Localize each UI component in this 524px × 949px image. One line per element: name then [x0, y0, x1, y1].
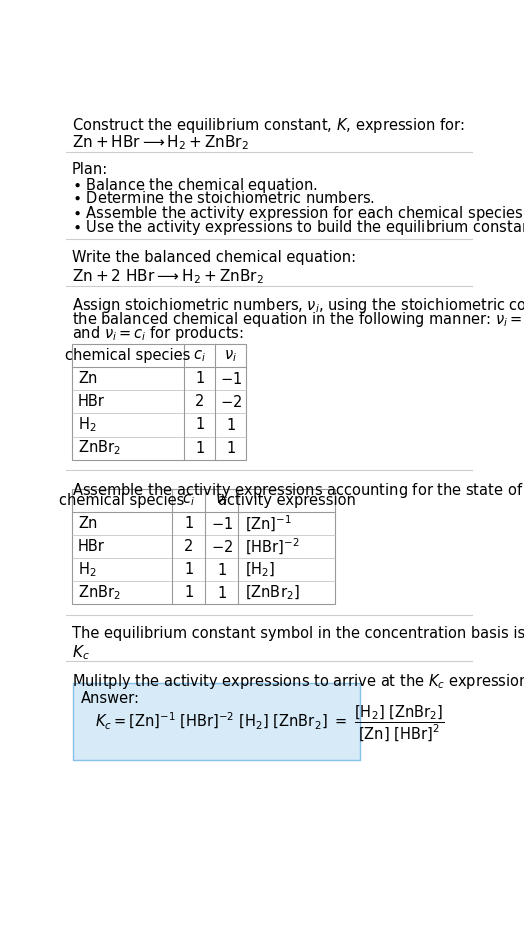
Text: Assign stoichiometric numbers, $\nu_i$, using the stoichiometric coefficients, $: Assign stoichiometric numbers, $\nu_i$, … [72, 296, 524, 315]
Text: $1$: $1$ [226, 440, 235, 456]
Text: The equilibrium constant symbol in the concentration basis is:: The equilibrium constant symbol in the c… [72, 626, 524, 641]
Text: $[\mathrm{Zn}]^{-1}$: $[\mathrm{Zn}]^{-1}$ [245, 513, 291, 533]
Text: the balanced chemical equation in the following manner: $\nu_i = -c_i$ for react: the balanced chemical equation in the fo… [72, 310, 524, 329]
Text: $\nu_i$: $\nu_i$ [224, 348, 237, 363]
Text: $\bullet$ Assemble the activity expression for each chemical species.: $\bullet$ Assemble the activity expressi… [72, 204, 524, 223]
Text: Mulitply the activity expressions to arrive at the $K_c$ expression:: Mulitply the activity expressions to arr… [72, 672, 524, 691]
Text: $\mathrm{H_2}$: $\mathrm{H_2}$ [78, 560, 96, 579]
Text: Assemble the activity expressions accounting for the state of matter and $\nu_i$: Assemble the activity expressions accoun… [72, 481, 524, 500]
Text: Answer:: Answer: [81, 691, 140, 706]
Text: $c_i$: $c_i$ [182, 493, 195, 509]
Text: $\bullet$ Balance the chemical equation.: $\bullet$ Balance the chemical equation. [72, 177, 317, 195]
Text: $-2$: $-2$ [220, 394, 242, 410]
Text: Plan:: Plan: [72, 162, 108, 177]
Text: Construct the equilibrium constant, $K$, expression for:: Construct the equilibrium constant, $K$,… [72, 116, 464, 135]
Text: $-1$: $-1$ [211, 515, 233, 531]
Text: $\nu_i$: $\nu_i$ [215, 493, 228, 509]
Text: 1: 1 [195, 440, 204, 456]
Text: $\bullet$ Determine the stoichiometric numbers.: $\bullet$ Determine the stoichiometric n… [72, 190, 375, 206]
Text: HBr: HBr [78, 395, 105, 409]
Text: Write the balanced chemical equation:: Write the balanced chemical equation: [72, 251, 356, 265]
Text: $1$: $1$ [217, 585, 226, 601]
Text: 2: 2 [184, 539, 193, 554]
Text: $1$: $1$ [217, 562, 226, 578]
Text: $\bullet$ Use the activity expressions to build the equilibrium constant express: $\bullet$ Use the activity expressions t… [72, 218, 524, 237]
Text: 2: 2 [195, 395, 204, 409]
Text: chemical species: chemical species [65, 348, 191, 363]
Text: Zn: Zn [78, 516, 97, 531]
Text: $[\mathrm{ZnBr_2}]$: $[\mathrm{ZnBr_2}]$ [245, 584, 299, 602]
Bar [72, 489, 335, 605]
Text: $\mathrm{ZnBr_2}$: $\mathrm{ZnBr_2}$ [78, 584, 121, 603]
Text: $\mathrm{H_2}$: $\mathrm{H_2}$ [78, 416, 96, 435]
Text: HBr: HBr [78, 539, 105, 554]
Text: $-2$: $-2$ [211, 539, 233, 554]
Bar [72, 344, 246, 459]
FancyBboxPatch shape [73, 683, 360, 760]
Text: chemical species: chemical species [59, 493, 185, 508]
Text: 1: 1 [184, 586, 193, 601]
Text: $1$: $1$ [226, 417, 235, 433]
Text: $\mathrm{ZnBr_2}$: $\mathrm{ZnBr_2}$ [78, 438, 121, 457]
Text: and $\nu_i = c_i$ for products:: and $\nu_i = c_i$ for products: [72, 325, 244, 344]
Text: $c_i$: $c_i$ [193, 348, 206, 363]
Text: $\mathrm{Zn + 2\ HBr} \longrightarrow \mathrm{H_2 + ZnBr_2}$: $\mathrm{Zn + 2\ HBr} \longrightarrow \m… [72, 267, 264, 286]
Text: 1: 1 [195, 418, 204, 433]
Text: 1: 1 [184, 516, 193, 531]
Text: $-1$: $-1$ [220, 371, 242, 387]
Text: Zn: Zn [78, 371, 97, 386]
Text: $K_c = [\mathrm{Zn}]^{-1}\ [\mathrm{HBr}]^{-2}\ [\mathrm{H_2}]\ [\mathrm{ZnBr_2}: $K_c = [\mathrm{Zn}]^{-1}\ [\mathrm{HBr}… [95, 703, 444, 743]
Text: $\mathrm{Zn + HBr} \longrightarrow \mathrm{H_2 + ZnBr_2}$: $\mathrm{Zn + HBr} \longrightarrow \math… [72, 133, 249, 152]
Text: 1: 1 [195, 371, 204, 386]
Text: activity expression: activity expression [218, 493, 356, 508]
Text: $[\mathrm{H_2}]$: $[\mathrm{H_2}]$ [245, 561, 275, 579]
Text: $K_c$: $K_c$ [72, 642, 90, 661]
Text: $[\mathrm{HBr}]^{-2}$: $[\mathrm{HBr}]^{-2}$ [245, 536, 299, 557]
Text: 1: 1 [184, 562, 193, 577]
